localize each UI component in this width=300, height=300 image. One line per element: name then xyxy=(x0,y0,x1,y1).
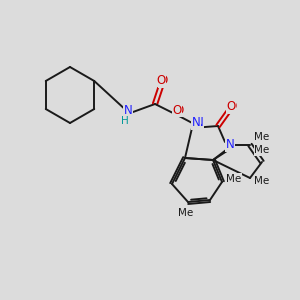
Text: Me: Me xyxy=(254,176,270,186)
Text: N: N xyxy=(124,103,132,116)
Text: N: N xyxy=(195,116,203,130)
Text: H: H xyxy=(122,116,130,126)
Text: N: N xyxy=(226,139,234,152)
Text: O: O xyxy=(174,103,184,116)
Text: O: O xyxy=(158,74,168,88)
Text: N: N xyxy=(124,103,132,116)
Text: Me: Me xyxy=(226,174,242,184)
Text: O: O xyxy=(227,100,237,113)
Text: O: O xyxy=(172,103,182,116)
Text: Me: Me xyxy=(254,145,270,155)
Text: O: O xyxy=(156,74,166,86)
Text: N: N xyxy=(192,116,200,130)
Text: Me: Me xyxy=(178,208,194,218)
Text: Me: Me xyxy=(254,132,270,142)
Text: O: O xyxy=(226,100,236,112)
Text: H: H xyxy=(121,116,129,126)
